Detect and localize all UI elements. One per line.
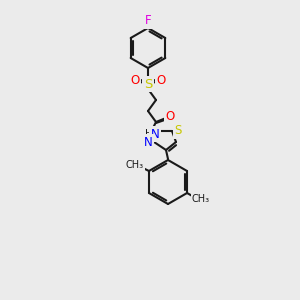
- Text: N: N: [151, 128, 159, 140]
- Text: S: S: [174, 124, 182, 137]
- Text: O: O: [156, 74, 166, 88]
- Text: N: N: [144, 136, 152, 148]
- Text: S: S: [144, 77, 152, 91]
- Text: O: O: [130, 74, 140, 88]
- Text: H: H: [145, 129, 153, 139]
- Text: CH₃: CH₃: [126, 160, 144, 170]
- Text: F: F: [145, 14, 151, 28]
- Text: O: O: [165, 110, 175, 124]
- Text: CH₃: CH₃: [192, 194, 210, 204]
